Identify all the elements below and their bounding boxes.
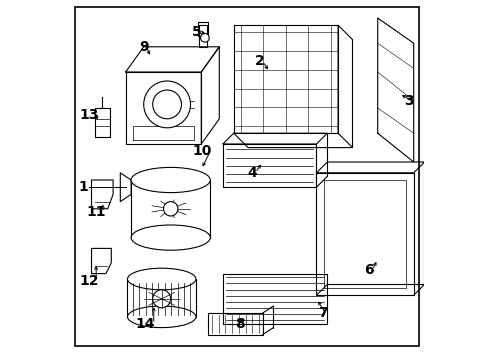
Text: 2: 2 [254,54,264,68]
Text: 9: 9 [139,40,149,54]
Text: 11: 11 [86,206,106,219]
Text: 5: 5 [191,26,201,39]
Circle shape [152,290,170,308]
Text: 3: 3 [403,94,413,108]
Text: 6: 6 [364,263,373,277]
Circle shape [163,202,178,216]
Text: 8: 8 [234,317,244,331]
Text: 12: 12 [79,274,99,288]
Circle shape [152,90,181,119]
Text: 14: 14 [135,317,154,331]
Text: 4: 4 [247,166,257,180]
Text: 1: 1 [78,180,88,194]
Ellipse shape [131,225,210,250]
Ellipse shape [131,167,210,193]
Circle shape [200,33,209,42]
Ellipse shape [127,306,196,328]
Text: 10: 10 [192,144,212,158]
Text: 7: 7 [317,306,326,320]
Ellipse shape [127,268,196,290]
Circle shape [143,81,190,128]
Text: 13: 13 [79,108,99,122]
